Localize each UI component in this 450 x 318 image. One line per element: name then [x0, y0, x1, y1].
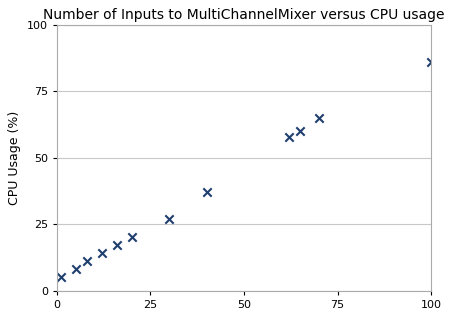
Point: [83, 259, 90, 264]
Point: [297, 129, 304, 134]
Title: Number of Inputs to MultiChannelMixer versus CPU usage: Number of Inputs to MultiChannelMixer ve…: [43, 8, 445, 22]
Point: [57, 275, 64, 280]
Point: [166, 216, 173, 221]
Point: [315, 115, 323, 121]
Point: [285, 134, 292, 139]
Point: [428, 59, 435, 65]
Point: [72, 267, 79, 272]
Point: [98, 251, 105, 256]
Point: [128, 235, 135, 240]
Y-axis label: CPU Usage (%): CPU Usage (%): [9, 111, 21, 205]
Point: [113, 243, 121, 248]
Point: [203, 190, 210, 195]
